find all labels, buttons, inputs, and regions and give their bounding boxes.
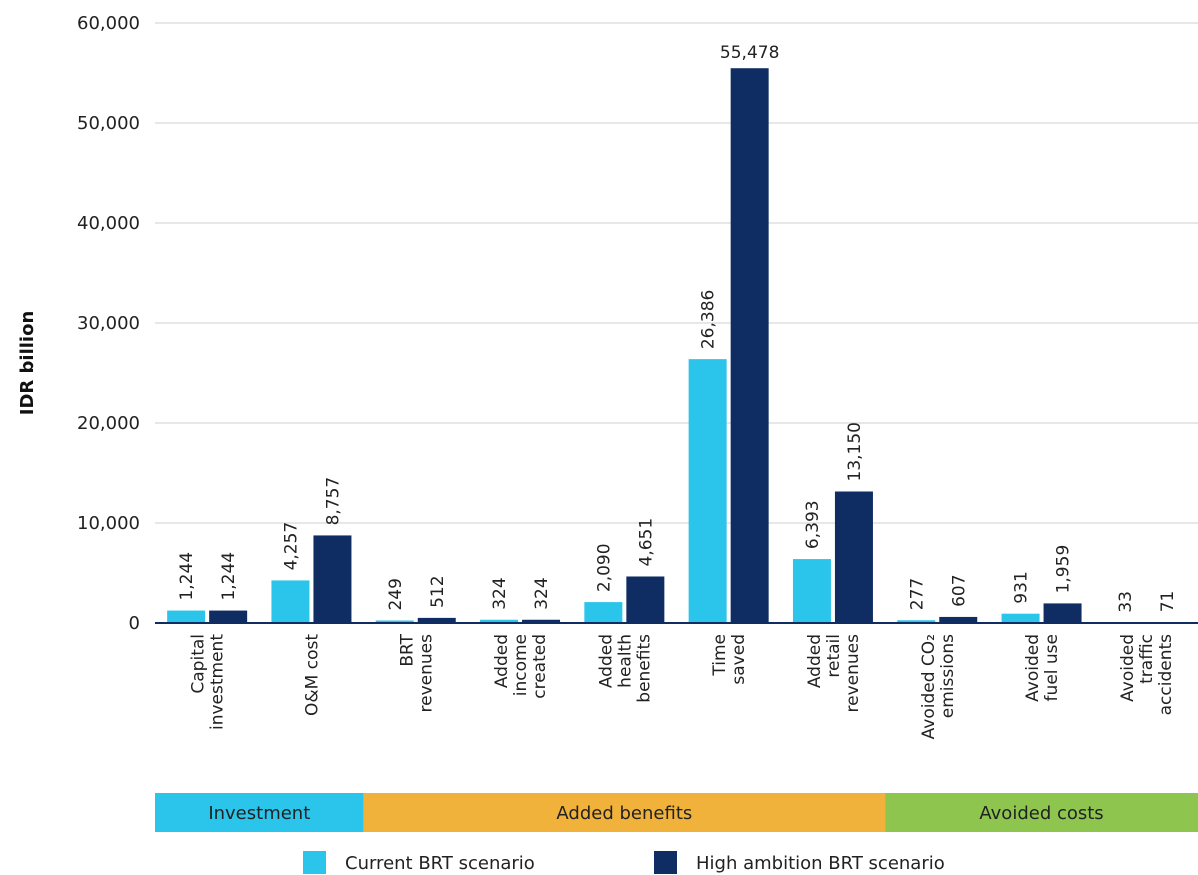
y-axis-ticks: 0 10,000 20,000 30,000 40,000 50,000 60,000: [77, 13, 140, 634]
category-label-line: Added: [805, 634, 825, 688]
value-label: 55,478: [720, 43, 779, 63]
bar-current-2: [375, 620, 414, 623]
category-label: Added retail revenues: [805, 634, 863, 713]
category-label-line: income: [511, 634, 531, 696]
group-band-segment: [155, 793, 364, 832]
value-label: 13,150: [845, 422, 865, 481]
category-label-line: Time: [710, 634, 730, 677]
bar-high-ambition-6: [834, 491, 873, 623]
category-label: Added income created: [492, 634, 550, 699]
category-label-line: Added: [492, 634, 512, 688]
value-label: 2,090: [594, 543, 614, 592]
category-label: Avoided traffic accidents: [1118, 634, 1176, 716]
category-label-line: emissions: [938, 634, 958, 718]
category-label-line: created: [530, 634, 550, 699]
value-label: 4,651: [636, 518, 656, 567]
category-label: Avoided fuel use: [1023, 634, 1062, 702]
category-label: Capital investment: [189, 634, 228, 730]
y-tick-label: 10,000: [77, 513, 140, 534]
legend-label: Current BRT scenario: [345, 853, 535, 874]
category-label: Avoided CO₂ emissions: [919, 634, 958, 739]
category-label: Time saved: [710, 634, 749, 685]
group-band: Investment Added benefits Avoided costs: [155, 793, 1198, 832]
value-label: 26,386: [699, 290, 719, 349]
y-tick-label: 40,000: [77, 213, 140, 234]
group-label: Avoided costs: [979, 803, 1103, 824]
value-label: 249: [386, 578, 406, 610]
category-label-line: investment: [208, 634, 228, 730]
bar-high-ambition-2: [417, 617, 456, 623]
bar-high-ambition-3: [522, 619, 561, 623]
bar-current-4: [584, 602, 623, 623]
legend: Current BRT scenario High ambition BRT sc…: [303, 851, 945, 874]
value-label: 277: [907, 578, 927, 610]
value-labels: 1,244 4,257 249 324 2,090 26,386 6,393 277 931 33…: [177, 43, 1178, 612]
bar-current-7: [897, 620, 936, 623]
bar-current-3: [480, 619, 519, 623]
value-label: 8,757: [323, 477, 343, 526]
group-label: Investment: [208, 803, 310, 824]
category-label: BRT revenues: [397, 633, 436, 712]
bar-current-0: [167, 610, 206, 623]
category-label-line: retail: [824, 634, 844, 678]
bar-current-5: [688, 359, 727, 623]
y-tick-label: 60,000: [77, 13, 140, 34]
category-label-line: O&M cost: [302, 634, 322, 716]
value-label: 324: [490, 577, 510, 609]
bar-current-6: [792, 559, 831, 623]
bar-current-8: [1001, 613, 1040, 623]
category-label-line: accidents: [1156, 634, 1176, 716]
category-label: O&M cost: [302, 634, 322, 716]
category-label-line: traffic: [1137, 634, 1157, 684]
bar-high-ambition-7: [939, 616, 978, 623]
y-tick-label: 30,000: [77, 313, 140, 334]
value-label: 1,244: [177, 552, 197, 601]
value-label: 33: [1116, 591, 1136, 613]
group-band-segment: [363, 793, 886, 832]
category-label-line: health: [615, 634, 635, 688]
bar-high-ambition-4: [626, 576, 665, 623]
category-label-line: Added: [596, 634, 616, 688]
value-label: 6,393: [803, 500, 823, 549]
category-label-line: Capital: [189, 634, 209, 694]
value-label: 512: [428, 575, 448, 607]
bar-high-ambition-1: [313, 535, 352, 623]
value-label: 1,959: [1054, 545, 1074, 594]
bar-high-ambition-0: [209, 610, 248, 623]
value-label: 4,257: [281, 522, 301, 571]
y-tick-label: 20,000: [77, 413, 140, 434]
category-label: Added health benefits: [596, 634, 654, 703]
legend-label: High ambition BRT scenario: [696, 853, 945, 874]
value-label: 324: [532, 577, 552, 609]
value-label: 607: [949, 574, 969, 606]
category-label-line: Avoided: [1118, 634, 1138, 702]
category-label-line: saved: [729, 634, 749, 685]
group-label: Added benefits: [556, 803, 692, 824]
group-band-segment: [885, 793, 1198, 832]
y-axis-title: IDR billion: [17, 311, 38, 416]
value-label: 931: [1012, 571, 1032, 603]
category-label-line: revenues: [416, 634, 436, 713]
bar-high-ambition-8: [1043, 603, 1082, 623]
category-label-line: Avoided: [1023, 634, 1043, 702]
category-label-line: revenues: [843, 634, 863, 713]
category-labels: Capital investment O&M cost BRT revenues Adde…: [189, 633, 1176, 739]
gridlines: [155, 22, 1198, 524]
value-label: 1,244: [219, 552, 239, 601]
category-label-line: BRT: [397, 633, 417, 666]
legend-swatch: [654, 851, 677, 874]
category-label-line: Avoided CO₂: [919, 634, 939, 739]
y-tick-label: 50,000: [77, 113, 140, 134]
bars: [167, 68, 1186, 624]
bar-high-ambition-5: [730, 68, 769, 624]
legend-swatch: [303, 851, 326, 874]
bar-current-1: [271, 580, 310, 623]
value-label: 71: [1158, 591, 1178, 613]
category-label-line: benefits: [634, 634, 654, 703]
y-tick-label: 0: [129, 613, 140, 634]
category-label-line: fuel use: [1042, 634, 1062, 701]
